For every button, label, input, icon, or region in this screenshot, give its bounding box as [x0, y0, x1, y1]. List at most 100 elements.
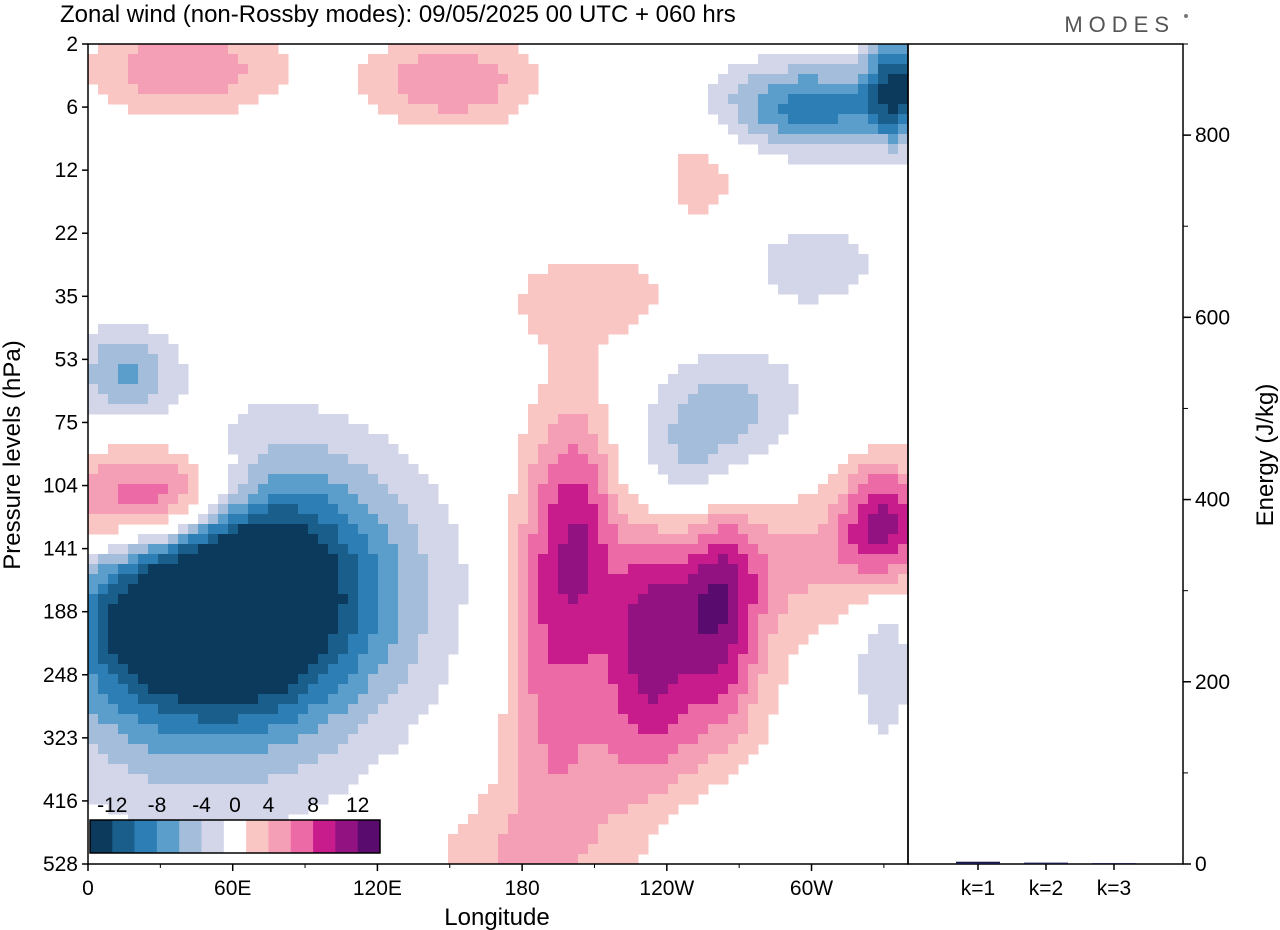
heatmap-cell — [378, 674, 389, 685]
heatmap-cell — [278, 464, 289, 475]
heatmap-cell — [278, 684, 289, 695]
heatmap-cell — [898, 144, 908, 155]
heatmap-cell — [248, 604, 259, 615]
heatmap-cell — [528, 664, 539, 675]
heatmap-cell — [518, 94, 529, 105]
heatmap-cell — [508, 554, 519, 565]
heatmap-cell — [448, 94, 459, 105]
heatmap-cell — [318, 714, 329, 725]
heatmap-cell — [718, 414, 729, 425]
heatmap-cell — [88, 614, 99, 625]
heatmap-cell — [428, 494, 439, 505]
heatmap-cell — [728, 444, 739, 455]
heatmap-cell — [678, 714, 689, 725]
heatmap-cell — [248, 74, 259, 85]
heatmap-cell — [778, 614, 789, 625]
heatmap-cell — [488, 74, 499, 85]
heatmap-cell — [648, 654, 659, 665]
heatmap-cell — [158, 44, 169, 55]
heatmap-cell — [408, 54, 419, 65]
heatmap-cell — [528, 644, 539, 655]
heatmap-cell — [638, 274, 649, 285]
heatmap-cell — [368, 94, 379, 105]
heatmap-cell — [398, 634, 409, 645]
heatmap-cell — [758, 144, 769, 155]
heatmap-cell — [138, 394, 149, 405]
heatmap-cell — [248, 524, 259, 535]
heatmap-cell — [558, 384, 569, 395]
heatmap-cell — [88, 484, 99, 495]
heatmap-cell — [458, 854, 469, 864]
heatmap-cell — [168, 594, 179, 605]
heatmap-cell — [218, 544, 229, 555]
heatmap-cell — [128, 104, 139, 115]
heatmap-cell — [578, 314, 589, 325]
heatmap-cell — [548, 384, 559, 395]
heatmap-cell — [588, 574, 599, 585]
heatmap-cell — [648, 634, 659, 645]
heatmap-cell — [738, 614, 749, 625]
heatmap-cell — [638, 544, 649, 555]
heatmap-cell — [718, 544, 729, 555]
colorbar-swatch — [112, 820, 135, 853]
heatmap-cell — [158, 544, 169, 555]
heatmap-cell — [468, 54, 479, 65]
heatmap-cell — [888, 584, 899, 595]
heatmap-cell — [668, 514, 679, 525]
heatmap-cell — [858, 84, 869, 95]
heatmap-cell — [468, 74, 479, 85]
heatmap-cell — [138, 734, 149, 745]
heatmap-cell — [678, 534, 689, 545]
heatmap-cell — [658, 794, 669, 805]
heatmap-cell — [308, 484, 319, 495]
heatmap-cell — [108, 584, 119, 595]
heatmap-cell — [518, 584, 529, 595]
heatmap-cell — [228, 754, 239, 765]
heatmap-cell — [278, 524, 289, 535]
heatmap-cell — [348, 674, 359, 685]
heatmap-cell — [528, 544, 539, 555]
heatmap-cell — [808, 284, 819, 295]
heatmap-cell — [588, 324, 599, 335]
heatmap-cell — [268, 744, 279, 755]
heatmap-cell — [718, 374, 729, 385]
heatmap-cell — [678, 394, 689, 405]
heatmap-cell — [218, 624, 229, 635]
heatmap-cell — [588, 354, 599, 365]
heatmap-cell — [598, 274, 609, 285]
heatmap-cell — [108, 684, 119, 695]
heatmap-cell — [388, 654, 399, 665]
heatmap-cell — [208, 754, 219, 765]
heatmap-cell — [448, 554, 459, 565]
heatmap-cell — [828, 534, 839, 545]
heatmap-cell — [198, 654, 209, 665]
heatmap-cell — [128, 684, 139, 695]
heatmap-cell — [688, 714, 699, 725]
energy-tick-label: 800 — [1195, 124, 1230, 147]
heatmap-cell — [528, 594, 539, 605]
heatmap-cell — [628, 274, 639, 285]
heatmap-cell — [748, 544, 759, 555]
heatmap-cell — [808, 244, 819, 255]
heatmap-cell — [758, 734, 769, 745]
heatmap-cell — [148, 624, 159, 635]
heatmap-cell — [268, 404, 279, 415]
heatmap-cell — [148, 724, 159, 735]
heatmap-cell — [628, 584, 639, 595]
heatmap-cell — [248, 444, 259, 455]
heatmap-cell — [548, 474, 559, 485]
heatmap-cell — [508, 534, 519, 545]
heatmap-cell — [108, 644, 119, 655]
heatmap-cell — [798, 564, 809, 575]
heatmap-cell — [518, 474, 529, 485]
heatmap-cell — [298, 774, 309, 785]
heatmap-cell — [298, 604, 309, 615]
heatmap-cell — [398, 454, 409, 465]
heatmap-cell — [598, 334, 609, 345]
heatmap-cell — [668, 594, 679, 605]
heatmap-cell — [358, 734, 369, 745]
heatmap-cell — [768, 674, 779, 685]
heatmap-cell — [508, 854, 519, 864]
heatmap-cell — [608, 714, 619, 725]
heatmap-cell — [388, 54, 399, 65]
